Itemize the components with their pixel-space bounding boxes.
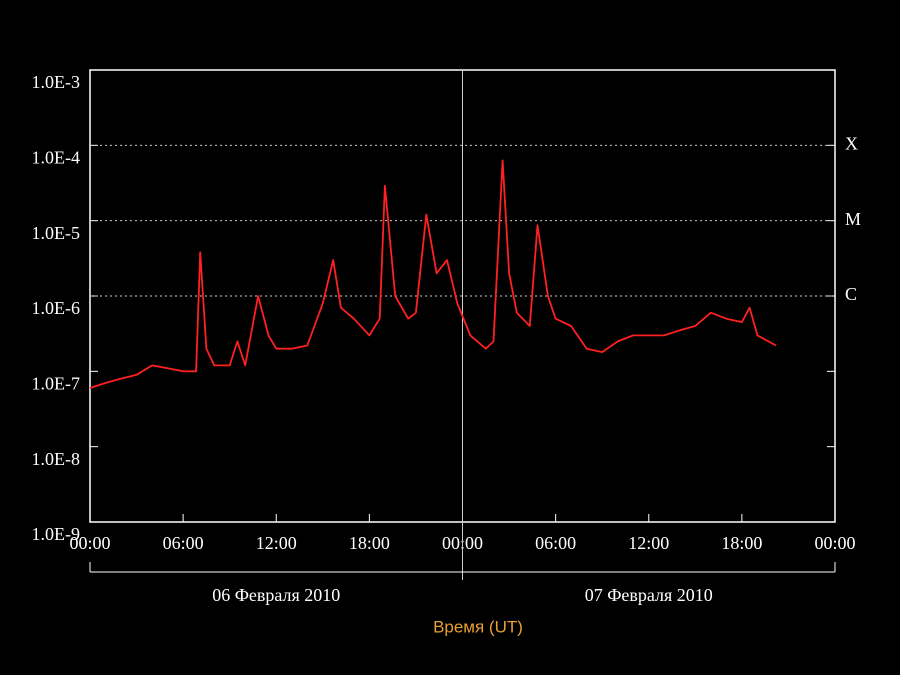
y-tick-label: 1.0E-5	[32, 223, 81, 243]
class-label: C	[845, 284, 857, 304]
x-tick-label: 06:00	[535, 533, 576, 553]
y-tick-label: 1.0E-7	[32, 373, 81, 393]
y-tick-label: 1.0E-3	[32, 72, 81, 92]
x-tick-label: 18:00	[721, 533, 762, 553]
y-tick-label: 1.0E-8	[32, 449, 81, 469]
class-label: M	[845, 209, 861, 229]
x-axis-title: Время (UT)	[433, 617, 523, 636]
x-tick-label: 18:00	[349, 533, 390, 553]
y-tick-label: 1.0E-4	[32, 147, 81, 167]
x-tick-label: 00:00	[69, 533, 110, 553]
flux-line	[89, 159, 777, 389]
x-tick-label: 12:00	[628, 533, 669, 553]
class-label: X	[845, 133, 858, 153]
date-label: 07 Февраля 2010	[585, 585, 713, 605]
x-tick-label: 06:00	[163, 533, 204, 553]
y-tick-label: 1.0E-6	[32, 298, 81, 318]
x-tick-label: 12:00	[256, 533, 297, 553]
date-label: 06 Февраля 2010	[212, 585, 340, 605]
y-tick-label: 1.0E-9	[32, 524, 81, 544]
x-tick-label: 00:00	[814, 533, 855, 553]
